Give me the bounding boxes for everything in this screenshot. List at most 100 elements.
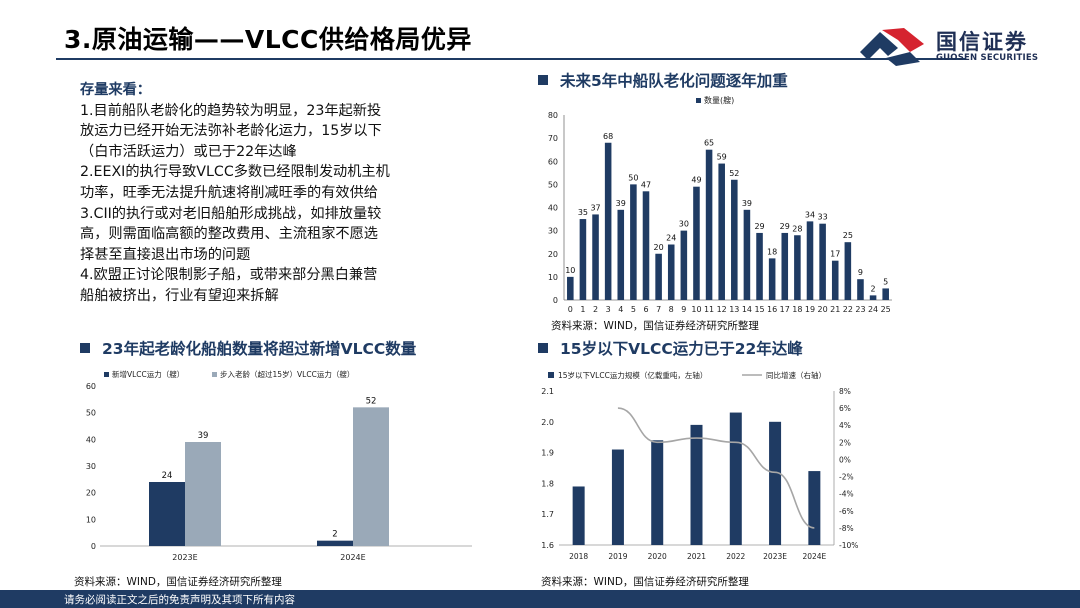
x-tick-label: 24 — [868, 305, 878, 314]
bar — [768, 258, 776, 300]
x-tick-label: 5 — [631, 305, 636, 314]
y-tick-label: 1.6 — [541, 541, 554, 550]
y2-tick-label: -4% — [839, 490, 854, 499]
x-tick-label: 25 — [881, 305, 891, 314]
source-note: 资料来源：WIND，国信证券经济研究所整理 — [541, 576, 749, 588]
y2-tick-label: 2% — [839, 438, 851, 447]
data-label: 29 — [754, 222, 764, 231]
x-tick-label: 23 — [855, 305, 865, 314]
capacity-chart-title: 15岁以下VLCC运力已于22年达峰 — [538, 337, 803, 359]
y2-tick-label: -8% — [839, 524, 854, 533]
analysis-line: 放运力已经开始无法弥补老龄化运力，15岁以下 — [80, 123, 382, 140]
data-label: 34 — [805, 210, 815, 219]
data-label: 35 — [578, 208, 588, 217]
x-tick-label: 2018 — [569, 552, 588, 561]
data-label: 47 — [641, 180, 651, 189]
y2-tick-label: 0% — [839, 455, 851, 464]
x-tick-label: 4 — [618, 305, 623, 314]
y-tick-label: 0 — [91, 542, 96, 551]
bar — [781, 232, 789, 300]
bar — [690, 424, 703, 545]
x-tick-label: 2023E — [172, 553, 197, 562]
bar — [819, 223, 826, 300]
analysis-line: 高，则需面临高额的整改费用、主流租家不愿选 — [80, 226, 378, 243]
fleet-age-chart-title: 未来5年中船队老化问题逐年加重 — [538, 69, 788, 91]
analysis-line: （白市活跃运力）或已于22年达峰 — [80, 143, 297, 160]
capacity-chart: 1.6 1.7 1.8 1.9 2.0 2.1 -10% -8% -6% -4% -2% 0% 2% 4%… — [541, 370, 858, 561]
analysis-line: 4.欧盟正讨论限制影子船，或带来部分黑白兼营 — [80, 267, 378, 284]
bar — [611, 449, 624, 545]
data-label: 50 — [628, 173, 638, 182]
analysis-heading: 存量来看： — [80, 82, 151, 98]
y-tick-label: 2.1 — [541, 387, 554, 396]
y-tick-label: 40 — [548, 204, 558, 213]
legend-label: 15岁以下VLCC运力规模（亿载重吨，左轴） — [558, 370, 707, 380]
y-tick-label: 70 — [548, 134, 558, 143]
y2-tick-label: -6% — [839, 507, 854, 516]
x-tick-label: 1 — [580, 305, 585, 314]
data-label: 39 — [742, 199, 752, 208]
title-underline — [56, 58, 966, 60]
bar — [705, 149, 713, 300]
data-label: 24 — [162, 471, 173, 481]
bar — [718, 163, 725, 300]
x-tick-label: 17 — [780, 305, 790, 314]
bar — [149, 482, 185, 546]
footer-disclaimer: 请务必阅读正文之后的免责声明及其项下所有内容 — [64, 594, 295, 606]
logo-name: 国信证券 — [936, 30, 1028, 54]
x-tick-label: 22 — [843, 305, 853, 314]
data-label: 25 — [843, 231, 853, 240]
bar — [743, 209, 751, 300]
aging-vs-new-chart-title: 23年起老龄化船舶数量将超过新增VLCC数量 — [80, 337, 416, 359]
analysis-line: 1.目前船队老龄化的趋势较为明显，23年起新投 — [80, 102, 382, 119]
bullet-icon — [538, 343, 548, 353]
bar — [869, 295, 877, 300]
data-label: 20 — [654, 243, 664, 252]
data-label: 37 — [590, 203, 600, 212]
data-label: 9 — [858, 268, 863, 277]
x-tick-label: 2024E — [802, 552, 826, 561]
x-tick-label: 2 — [593, 305, 598, 314]
y-tick-label: 60 — [548, 157, 558, 166]
x-tick-label: 9 — [681, 305, 686, 314]
y-tick-label: 0 — [553, 296, 558, 305]
bar — [617, 209, 625, 300]
analysis-text: 存量来看： 1.目前船队老龄化的趋势较为明显，23年起新投 放运力已经开始无法弥… — [80, 80, 480, 307]
data-label: 24 — [666, 234, 676, 243]
source-note: 资料来源：WIND，国信证券经济研究所整理 — [551, 320, 759, 332]
y-tick-label: 60 — [86, 382, 96, 391]
bar — [651, 440, 664, 545]
bar — [185, 442, 221, 546]
bar — [630, 184, 637, 300]
data-label: 18 — [767, 247, 777, 256]
analysis-line: 2.EEXI的执行导致VLCC多数已经限制发动机主机 — [80, 164, 390, 181]
y-tick-label: 20 — [86, 489, 96, 498]
bar — [844, 242, 852, 300]
footer-bar: 请务必阅读正文之后的免责声明及其项下所有内容 — [0, 590, 1080, 608]
x-tick-label: 8 — [669, 305, 674, 314]
bar — [655, 253, 662, 300]
y-tick-label: 2.0 — [541, 418, 554, 427]
data-label: 59 — [717, 153, 727, 162]
x-tick-label: 16 — [767, 305, 777, 314]
bar — [572, 486, 585, 545]
data-label: 10 — [565, 266, 575, 275]
y2-tick-label: -2% — [839, 473, 854, 482]
logo-subtitle: GUOSEN SECURITIES — [936, 53, 1039, 63]
guosen-logo-icon — [860, 28, 924, 66]
x-tick-label: 10 — [691, 305, 701, 314]
x-tick-label: 2023E — [763, 552, 787, 561]
data-label: 39 — [198, 431, 209, 441]
bar — [729, 412, 742, 545]
bullet-icon — [538, 75, 548, 85]
analysis-line: 3.CII的执行或对老旧船舶形成挑战，如排放量较 — [80, 205, 382, 222]
y2-tick-label: 6% — [839, 404, 851, 413]
x-tick-label: 2021 — [687, 552, 706, 561]
x-tick-label: 6 — [643, 305, 648, 314]
data-label: 33 — [818, 213, 828, 222]
y2-tick-label: 8% — [839, 387, 851, 396]
x-tick-label: 18 — [792, 305, 802, 314]
data-label: 68 — [603, 132, 613, 141]
legend-label: 数量(艘) — [704, 95, 734, 105]
analysis-line: 择甚至直接退出市场的问题 — [80, 246, 251, 263]
